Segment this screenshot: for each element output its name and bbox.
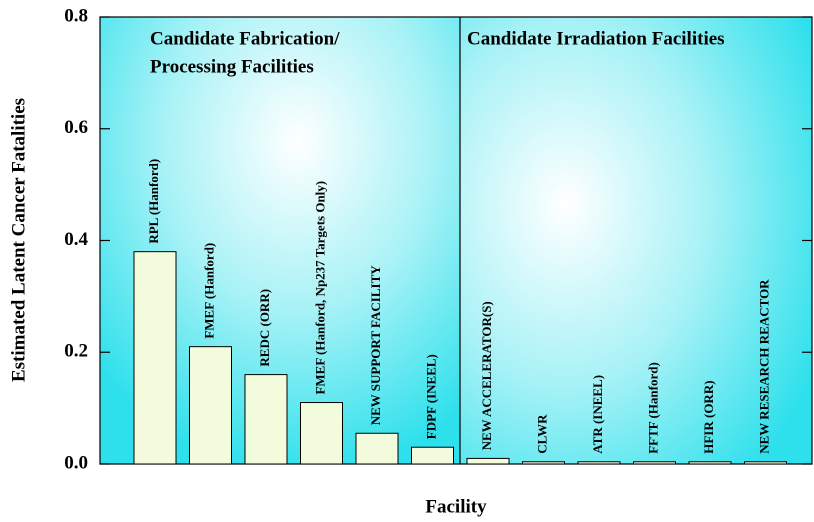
group-label: Candidate Fabrication/ (150, 28, 340, 49)
bar-label: NEW SUPPORT FACILITY (368, 265, 383, 426)
bar (189, 346, 232, 465)
bar-label: NEW ACCELERATOR(S) (479, 301, 494, 450)
bar (244, 374, 288, 465)
bar (633, 461, 676, 465)
bar (577, 461, 621, 465)
y-tick-label: 0.0 (64, 452, 88, 473)
bar (355, 432, 399, 465)
y-tick-label: 0.6 (64, 117, 88, 138)
y-axis-label: Estimated Latent Cancer Fatalities (8, 98, 29, 382)
bar-label: RPL (Hanford) (146, 159, 161, 244)
bar-label: FMEF (Hanford, Np237 Targets Only) (312, 181, 327, 395)
x-axis-label: Facility (425, 496, 487, 517)
bar (411, 446, 454, 465)
bar (133, 251, 177, 465)
bar-label: NEW RESEARCH REACTOR (756, 279, 771, 454)
bar (744, 461, 787, 465)
y-tick-label: 0.2 (64, 341, 88, 362)
panel-right (460, 17, 812, 464)
y-tick-label: 0.4 (64, 229, 88, 250)
bar (300, 402, 343, 465)
group-label: Candidate Irradiation Facilities (467, 28, 725, 49)
bar-label: FDPF (INEEL) (423, 354, 438, 439)
group-label: Processing Facilities (150, 56, 314, 77)
bar (466, 457, 510, 465)
bar-label: FMEF (Hanford) (201, 243, 216, 339)
bar-label: FFTF (Hanford) (645, 362, 660, 454)
bar-label: REDC (ORR) (257, 289, 272, 367)
bar (688, 461, 732, 465)
y-tick-label: 0.8 (64, 5, 88, 26)
bar-label: HFIR (ORR) (701, 380, 716, 453)
bar (522, 461, 565, 465)
bar-label: CLWR (534, 414, 549, 454)
bar-label: ATR (INEEL) (590, 375, 605, 454)
